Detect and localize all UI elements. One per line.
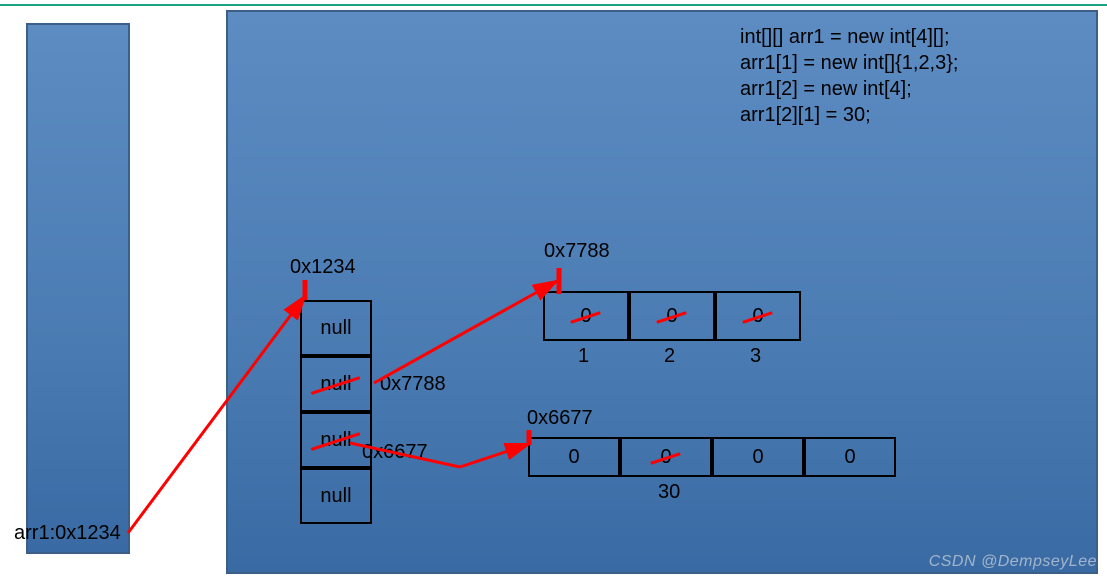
address-label-0x7788: 0x7788 (544, 240, 610, 263)
cell-value: 0 (666, 305, 677, 328)
cell-value: null (320, 429, 351, 452)
cell-sublabel: 2 (664, 345, 675, 368)
array-cell: 0 (528, 437, 620, 477)
cell-value: 0 (752, 446, 763, 469)
address-label-0x1234: 0x1234 (290, 256, 356, 279)
cell-value: null (320, 317, 351, 340)
address-label-0x7788-side: 0x7788 (380, 373, 446, 396)
code-line: arr1[1] = new int[]{1,2,3}; (740, 50, 958, 76)
cell-value: null (320, 373, 351, 396)
cell-sublabel: 30 (658, 481, 680, 504)
array-cell: 0 (629, 291, 715, 341)
watermark: CSDN @DempseyLee (929, 553, 1097, 571)
array-cell: 0 (804, 437, 896, 477)
cell-value: null (320, 485, 351, 508)
outer-array-cell: null (300, 468, 372, 524)
stack-column (26, 23, 130, 554)
cell-value: 0 (844, 446, 855, 469)
outer-array-cell: null (300, 300, 372, 356)
cell-sublabel: 1 (578, 345, 589, 368)
array-cell: 0 (543, 291, 629, 341)
outer-array-cell: null (300, 412, 372, 468)
cell-value: 0 (660, 446, 671, 469)
code-line: arr1[2] = new int[4]; (740, 76, 958, 102)
array-cell: 0 (620, 437, 712, 477)
code-snippet: int[][] arr1 = new int[4][]; arr1[1] = n… (740, 24, 958, 128)
array-cell: 0 (712, 437, 804, 477)
cell-sublabel: 3 (750, 345, 761, 368)
code-line: int[][] arr1 = new int[4][]; (740, 24, 958, 50)
outer-array-cell: null (300, 356, 372, 412)
top-rule (0, 0, 1107, 6)
cell-value: 0 (580, 305, 591, 328)
address-label-0x6677: 0x6677 (527, 407, 593, 430)
cell-value: 0 (568, 446, 579, 469)
cell-value: 0 (752, 305, 763, 328)
array-cell: 0 (715, 291, 801, 341)
stage: int[][] arr1 = new int[4][]; arr1[1] = n… (0, 0, 1107, 577)
code-line: arr1[2][1] = 30; (740, 102, 958, 128)
variable-label: arr1:0x1234 (14, 522, 121, 545)
